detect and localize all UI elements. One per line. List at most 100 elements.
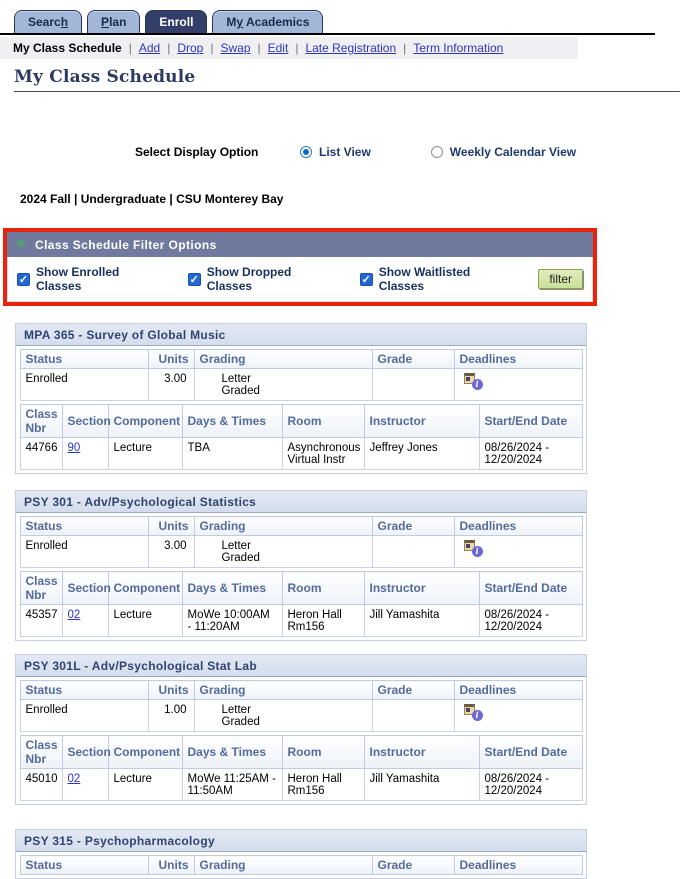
col-header-class-nbr: Class Nbr xyxy=(19,404,63,438)
instructor-value: Jill Yamashita xyxy=(363,604,480,637)
status-table: Status Units Grading Grade Deadlines Enr… xyxy=(19,349,583,401)
start-end-date-value: 08/26/2024 - 12/20/2024 xyxy=(478,768,583,801)
col-header-status: Status xyxy=(19,349,149,369)
instructor-value: Jill Yamashita xyxy=(363,768,480,801)
display-option-row: Select Display Option List View Weekly C… xyxy=(135,144,699,160)
course-title: MPA 365 - Survey of Global Music xyxy=(16,324,586,346)
status-table: Status Units Grading Grade Deadlines Enr… xyxy=(19,680,583,732)
col-header-grading: Grading xyxy=(193,855,373,875)
tab-my-academics-label: M xyxy=(226,15,237,29)
col-header-status: Status xyxy=(19,680,149,700)
section-link[interactable]: 02 xyxy=(67,609,81,621)
calendar-info-icon[interactable] xyxy=(463,373,483,390)
col-header-room: Room xyxy=(281,571,365,605)
col-header-status: Status xyxy=(19,855,149,875)
tab-search[interactable]: Search xyxy=(14,10,83,33)
col-header-section: Section xyxy=(61,571,111,605)
status-value: Enrolled xyxy=(19,699,149,732)
tab-plan[interactable]: Plan xyxy=(87,10,141,33)
col-header-deadlines: Deadlines xyxy=(453,349,583,369)
col-header-deadlines: Deadlines xyxy=(453,855,583,875)
checkbox-show-enrolled[interactable] xyxy=(17,272,30,286)
class-row: 44766 90 Lecture TBA Asynchronous Virtua… xyxy=(19,437,583,470)
filter-button[interactable]: filter xyxy=(538,269,583,289)
col-header-days-times: Days & Times xyxy=(181,571,283,605)
term-info-line: 2024 Fall | Undergraduate | CSU Monterey… xyxy=(20,192,284,206)
class-nbr-value: 45357 xyxy=(19,604,63,637)
tab-search-label: Searc xyxy=(28,15,61,29)
start-end-date-value: 08/26/2024 - 12/20/2024 xyxy=(478,437,583,470)
col-header-component: Component xyxy=(107,404,183,438)
col-header-days-times: Days & Times xyxy=(181,404,283,438)
subnav-link-add[interactable]: Add xyxy=(138,41,161,55)
info-icon xyxy=(471,546,483,557)
class-nbr-value: 44766 xyxy=(19,437,63,470)
course-section-psy315: PSY 315 - Psychopharmacology Status Unit… xyxy=(15,829,587,879)
subnav-separator: | xyxy=(128,41,132,55)
triangle-down-icon[interactable] xyxy=(16,241,26,248)
col-header-status: Status xyxy=(19,516,149,536)
subnav-separator: | xyxy=(403,41,407,55)
course-section-psy301l: PSY 301L - Adv/Psychological Stat Lab St… xyxy=(15,654,587,805)
checkbox-show-enrolled-label[interactable]: Show Enrolled Classes xyxy=(36,265,120,293)
radio-list-view-icon[interactable] xyxy=(300,146,312,158)
subnav-link-term-information[interactable]: Term Information xyxy=(413,41,504,55)
status-value: Enrolled xyxy=(19,368,149,401)
col-header-grade: Grade xyxy=(371,349,455,369)
grading-value: Letter Graded xyxy=(193,535,373,568)
units-value: 1.00 xyxy=(147,699,195,732)
room-value: Heron Hall Rm156 xyxy=(281,604,365,637)
col-header-start-end-date: Start/End Date xyxy=(478,404,583,438)
calendar-info-icon[interactable] xyxy=(463,540,483,557)
days-times-value: MoWe 11:25AM - 11:50AM xyxy=(181,768,283,801)
room-value: Asynchronous Virtual Instr xyxy=(281,437,365,470)
grade-value xyxy=(371,368,455,401)
col-header-start-end-date: Start/End Date xyxy=(478,571,583,605)
section-link[interactable]: 90 xyxy=(67,442,81,454)
subnav-link-drop[interactable]: Drop xyxy=(177,41,204,55)
col-header-grade: Grade xyxy=(371,516,455,536)
radio-option-weekly-calendar-view[interactable]: Weekly Calendar View xyxy=(430,145,576,159)
checkbox-show-dropped-label[interactable]: Show Dropped Classes xyxy=(206,265,292,293)
checkbox-show-waitlisted-label[interactable]: Show Waitlisted Classes xyxy=(378,265,471,293)
course-title: PSY 301L - Adv/Psychological Stat Lab xyxy=(16,655,586,677)
subnav-link-late-registration[interactable]: Late Registration xyxy=(305,41,397,55)
tab-my-academics[interactable]: My Academics xyxy=(212,10,324,33)
filter-section-header[interactable]: Class Schedule Filter Options xyxy=(7,232,593,257)
col-header-class-nbr: Class Nbr xyxy=(19,571,63,605)
section-link[interactable]: 02 xyxy=(67,773,81,785)
subnav-separator: | xyxy=(257,41,261,55)
col-header-days-times: Days & Times xyxy=(181,735,283,769)
col-header-deadlines: Deadlines xyxy=(453,680,583,700)
status-row: Enrolled 1.00 Letter Graded xyxy=(19,699,583,732)
col-header-room: Room xyxy=(281,404,365,438)
page-title: My Class Schedule xyxy=(14,67,196,87)
col-header-start-end-date: Start/End Date xyxy=(478,735,583,769)
deadlines-cell xyxy=(453,535,583,568)
calendar-info-icon[interactable] xyxy=(463,704,483,721)
radio-option-list-view[interactable]: List View xyxy=(300,145,371,159)
col-header-instructor: Instructor xyxy=(363,571,480,605)
days-times-value: TBA xyxy=(181,437,283,470)
filter-section-title: Class Schedule Filter Options xyxy=(35,237,217,252)
grading-value: Letter Graded xyxy=(193,368,373,401)
deadlines-cell xyxy=(453,368,583,401)
subnav-link-swap[interactable]: Swap xyxy=(220,41,251,55)
col-header-component: Component xyxy=(107,571,183,605)
radio-weekly-calendar-view-icon[interactable] xyxy=(430,146,443,158)
checkbox-show-dropped[interactable] xyxy=(187,272,201,286)
col-header-grade: Grade xyxy=(371,680,455,700)
checkbox-show-waitlisted[interactable] xyxy=(359,272,373,286)
filter-section-highlight: Class Schedule Filter Options Show Enrol… xyxy=(3,228,597,306)
radio-list-view-label: List View xyxy=(319,145,371,159)
subnav-link-edit[interactable]: Edit xyxy=(267,41,289,55)
tab-enroll[interactable]: Enroll xyxy=(145,10,208,33)
grade-value xyxy=(371,535,455,568)
subnav-current: My Class Schedule xyxy=(13,41,122,55)
grading-value: Letter Graded xyxy=(193,699,373,732)
calendar-icon xyxy=(463,373,475,384)
col-header-section: Section xyxy=(61,404,111,438)
col-header-grade: Grade xyxy=(371,855,455,875)
col-header-section: Section xyxy=(61,735,111,769)
info-icon xyxy=(471,379,483,390)
